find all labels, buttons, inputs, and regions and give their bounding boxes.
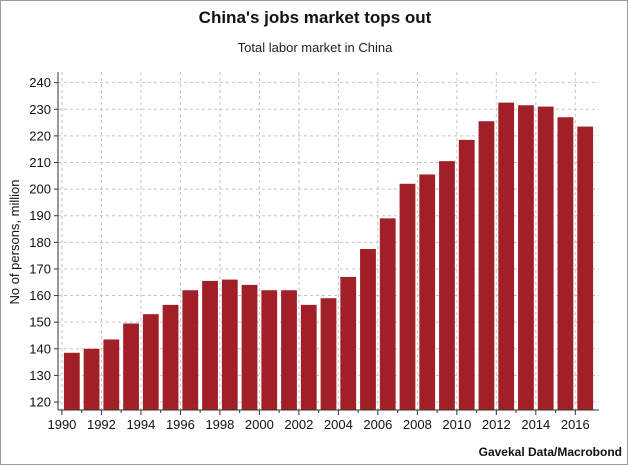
x-tick-label: 2006 (363, 417, 392, 432)
y-tick-label: 150 (29, 315, 51, 330)
bar-1993 (123, 323, 139, 410)
x-tick-label: 2002 (284, 417, 313, 432)
bar-2008 (419, 174, 436, 410)
bar-1997 (202, 280, 218, 410)
x-tick-label: 1992 (87, 417, 116, 432)
x-tick-label: 2008 (403, 417, 432, 432)
x-tick-label: 1996 (166, 417, 195, 432)
bar-1998 (221, 279, 238, 410)
y-tick-label: 230 (29, 102, 51, 117)
bar-2014 (537, 106, 554, 411)
bar-2004 (340, 276, 357, 410)
y-tick-label: 160 (29, 288, 51, 303)
bar-1994 (142, 314, 159, 410)
x-tick-label: 1994 (126, 417, 155, 432)
x-tick-label: 2012 (482, 417, 511, 432)
axes: 120 130 140 150 160 170 180 190 200 210 220 230 240 1… (29, 72, 599, 432)
bar-2001 (281, 290, 297, 410)
bars (63, 102, 594, 411)
y-tick-label: 240 (29, 75, 51, 90)
y-tick-label: 180 (29, 235, 51, 250)
y-tick-label: 140 (29, 341, 51, 356)
x-tick-label: 1990 (47, 417, 76, 432)
bar-1995 (162, 304, 179, 410)
y-tick-label: 200 (29, 182, 51, 197)
bar-1991 (83, 348, 100, 410)
x-tick-label: 1998 (205, 417, 234, 432)
bar-2005 (360, 248, 376, 410)
y-tick-label: 120 (29, 395, 51, 410)
y-tick-label: 220 (29, 128, 51, 143)
y-axis-label: No of persons, million (7, 180, 22, 305)
bar-2000 (261, 290, 278, 410)
bar-2010 (458, 139, 475, 410)
y-tick-label: 210 (29, 155, 51, 170)
bar-1992 (103, 339, 120, 410)
bar-2003 (320, 298, 337, 410)
bar-2013 (518, 105, 534, 411)
bar-1999 (241, 284, 258, 410)
bar-1990 (63, 352, 80, 410)
x-tick-label: 2004 (324, 417, 353, 432)
bar-2016 (577, 126, 594, 410)
x-tick-label: 2016 (561, 417, 590, 432)
chart-source: Gavekal Data/Macrobond (478, 445, 622, 459)
y-tick-label: 130 (29, 368, 51, 383)
bar-1996 (182, 290, 199, 410)
y-tick-label: 170 (29, 261, 51, 276)
chart-subtitle: Total labor market in China (237, 40, 393, 55)
y-tick-label: 190 (29, 208, 51, 223)
bar-2002 (300, 304, 317, 410)
bar-2009 (439, 161, 455, 410)
bar-2012 (498, 102, 515, 411)
bar-2011 (478, 121, 495, 411)
bar-2006 (379, 218, 396, 410)
x-tick-label: 2014 (521, 417, 550, 432)
x-tick-label: 2010 (442, 417, 471, 432)
bar-2007 (399, 183, 416, 410)
chart-title: China's jobs market tops out (198, 8, 432, 27)
bar-2015 (557, 117, 574, 411)
x-tick-label: 2000 (245, 417, 274, 432)
